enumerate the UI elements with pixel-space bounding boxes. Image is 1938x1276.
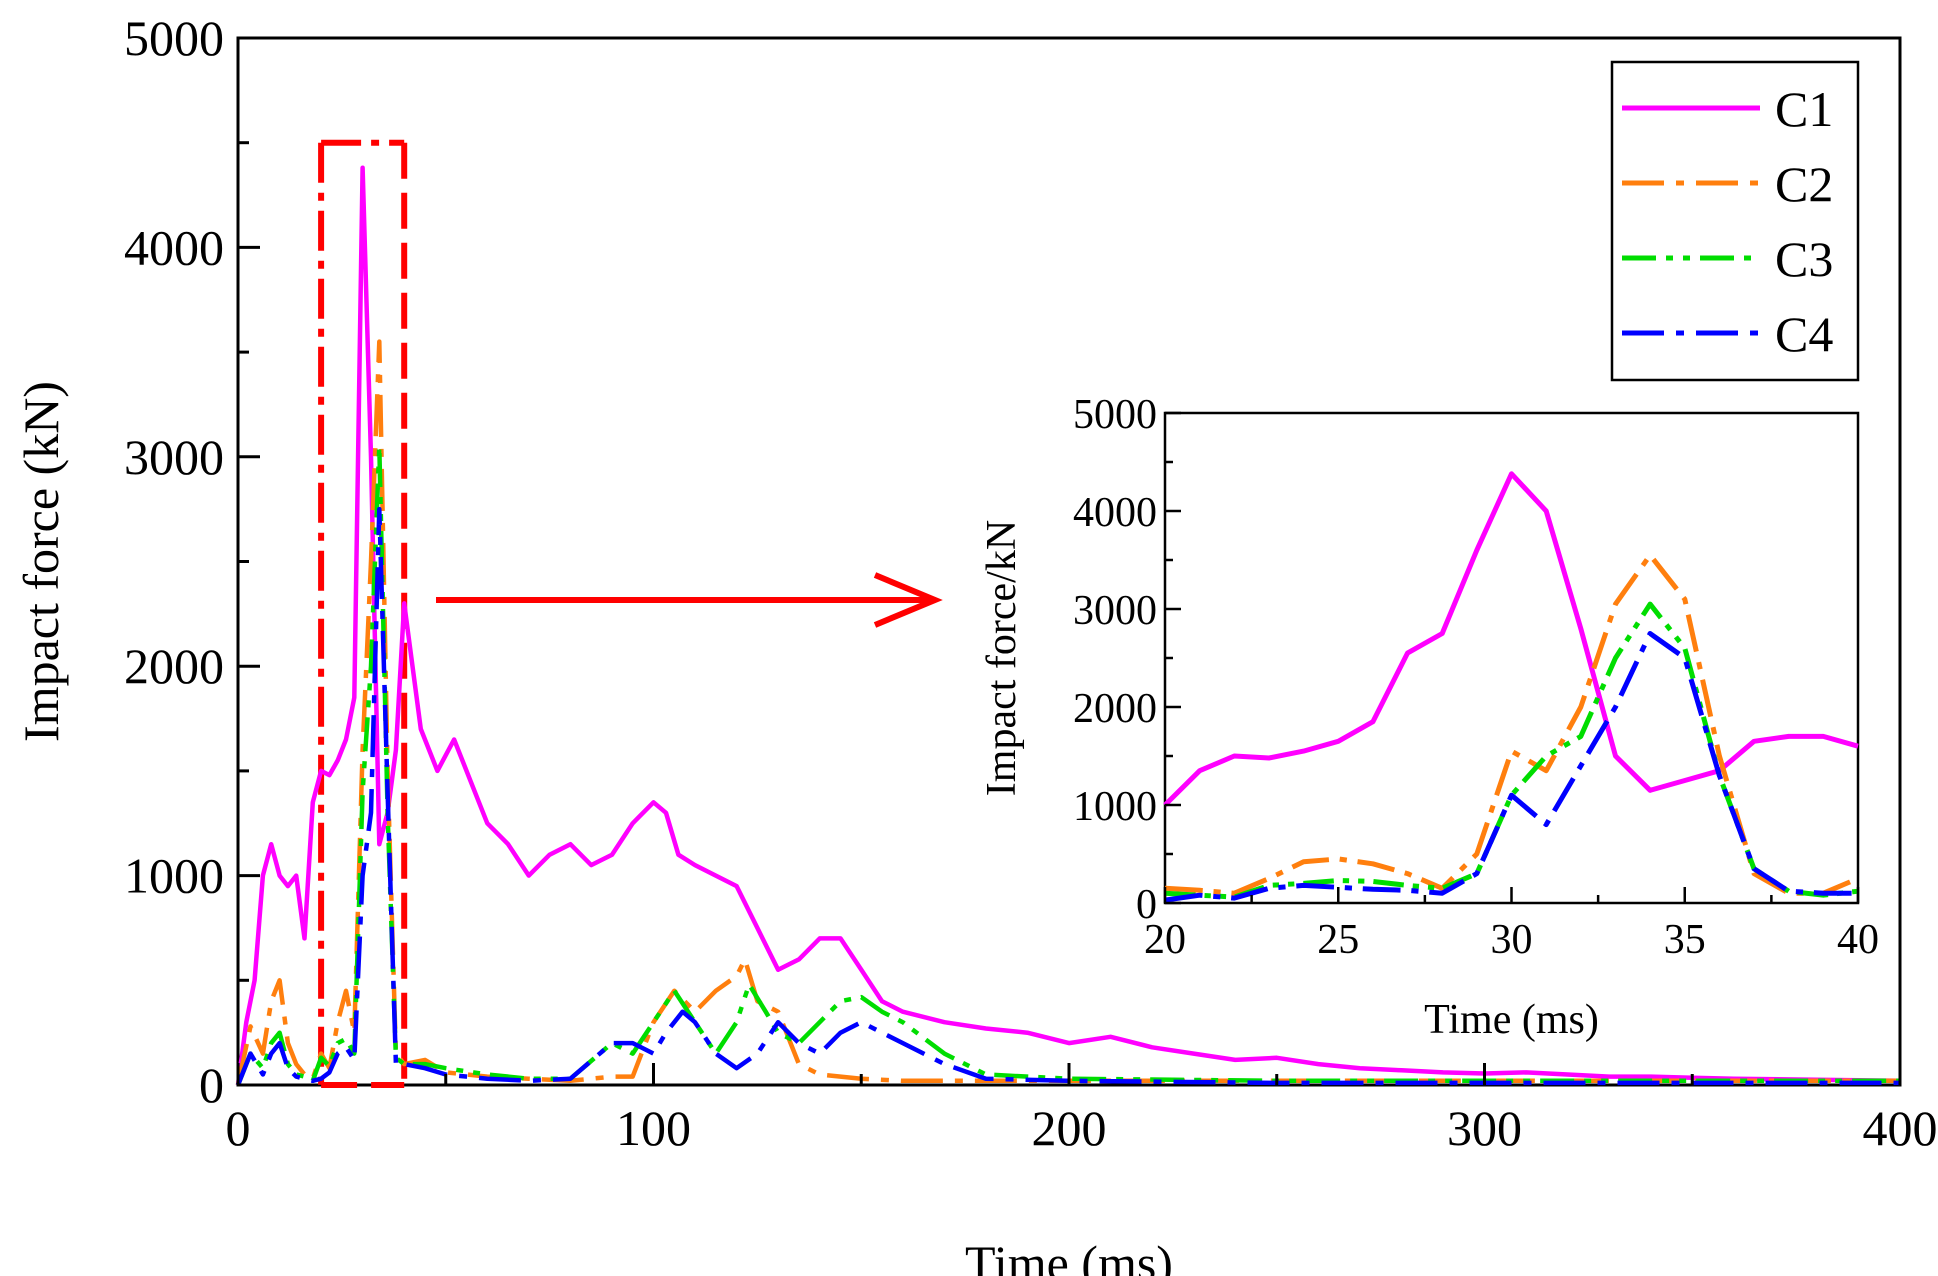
legend-label-c4: C4 <box>1775 306 1833 362</box>
inset-x-axis-title: Time (ms) <box>1424 997 1599 1043</box>
main-series-c3 <box>235 444 1900 1086</box>
inset-x-tick-label: 35 <box>1664 917 1706 963</box>
legend-box <box>1610 60 1860 382</box>
main-x-tick-label: 400 <box>1863 1100 1938 1156</box>
legend-label-c1: C1 <box>1775 81 1833 137</box>
inset-x-tick-label: 40 <box>1837 917 1879 963</box>
inset-y-tick-label: 5000 <box>1073 392 1157 438</box>
main-y-tick-label: 3000 <box>124 429 224 485</box>
inset-x-tick-label: 25 <box>1317 917 1359 963</box>
legend-label-c2: C2 <box>1775 156 1833 212</box>
main-y-tick-label: 5000 <box>124 10 224 66</box>
main-x-tick-label: 0 <box>226 1100 251 1156</box>
main-y-tick-label: 4000 <box>124 219 224 275</box>
main-x-axis-title: Time (ms) <box>965 1235 1173 1276</box>
inset-y-axis-title: Impact force/kN <box>979 520 1025 796</box>
main-x-tick-label: 300 <box>1447 1100 1522 1156</box>
legend-label-c3: C3 <box>1775 231 1833 287</box>
inset-x-tick-label: 30 <box>1491 917 1533 963</box>
inset-x-tick-label: 20 <box>1144 917 1186 963</box>
zoom-arrow-head <box>873 572 943 628</box>
main-x-tick-label: 100 <box>616 1100 691 1156</box>
inset-chart: 20 25 30 35 40 0 1000 2000 3000 4000 5000 Time (ms)… <box>979 392 1879 1043</box>
inset-y-tick-label: 0 <box>1136 882 1157 928</box>
inset-y-tick-label: 1000 <box>1073 784 1157 830</box>
main-y-tick-label: 0 <box>199 1057 224 1113</box>
inset-y-tick-label: 2000 <box>1073 686 1157 732</box>
main-y-tick-label: 2000 <box>124 638 224 694</box>
inset-series-c4 <box>1164 631 1858 903</box>
main-y-axis-title: Impact force (kN) <box>13 381 69 742</box>
inset-series-c1 <box>1163 471 1859 807</box>
main-x-tick-label: 200 <box>1032 1100 1107 1156</box>
inset-plot-frame <box>1163 411 1860 905</box>
main-y-tick-label: 1000 <box>124 848 224 904</box>
main-series-c1 <box>235 165 1901 1086</box>
inset-y-tick-label: 3000 <box>1073 588 1157 634</box>
inset-y-tick-label: 4000 <box>1073 490 1157 536</box>
legend: C1 C2 C3 C4 <box>1610 60 1860 382</box>
